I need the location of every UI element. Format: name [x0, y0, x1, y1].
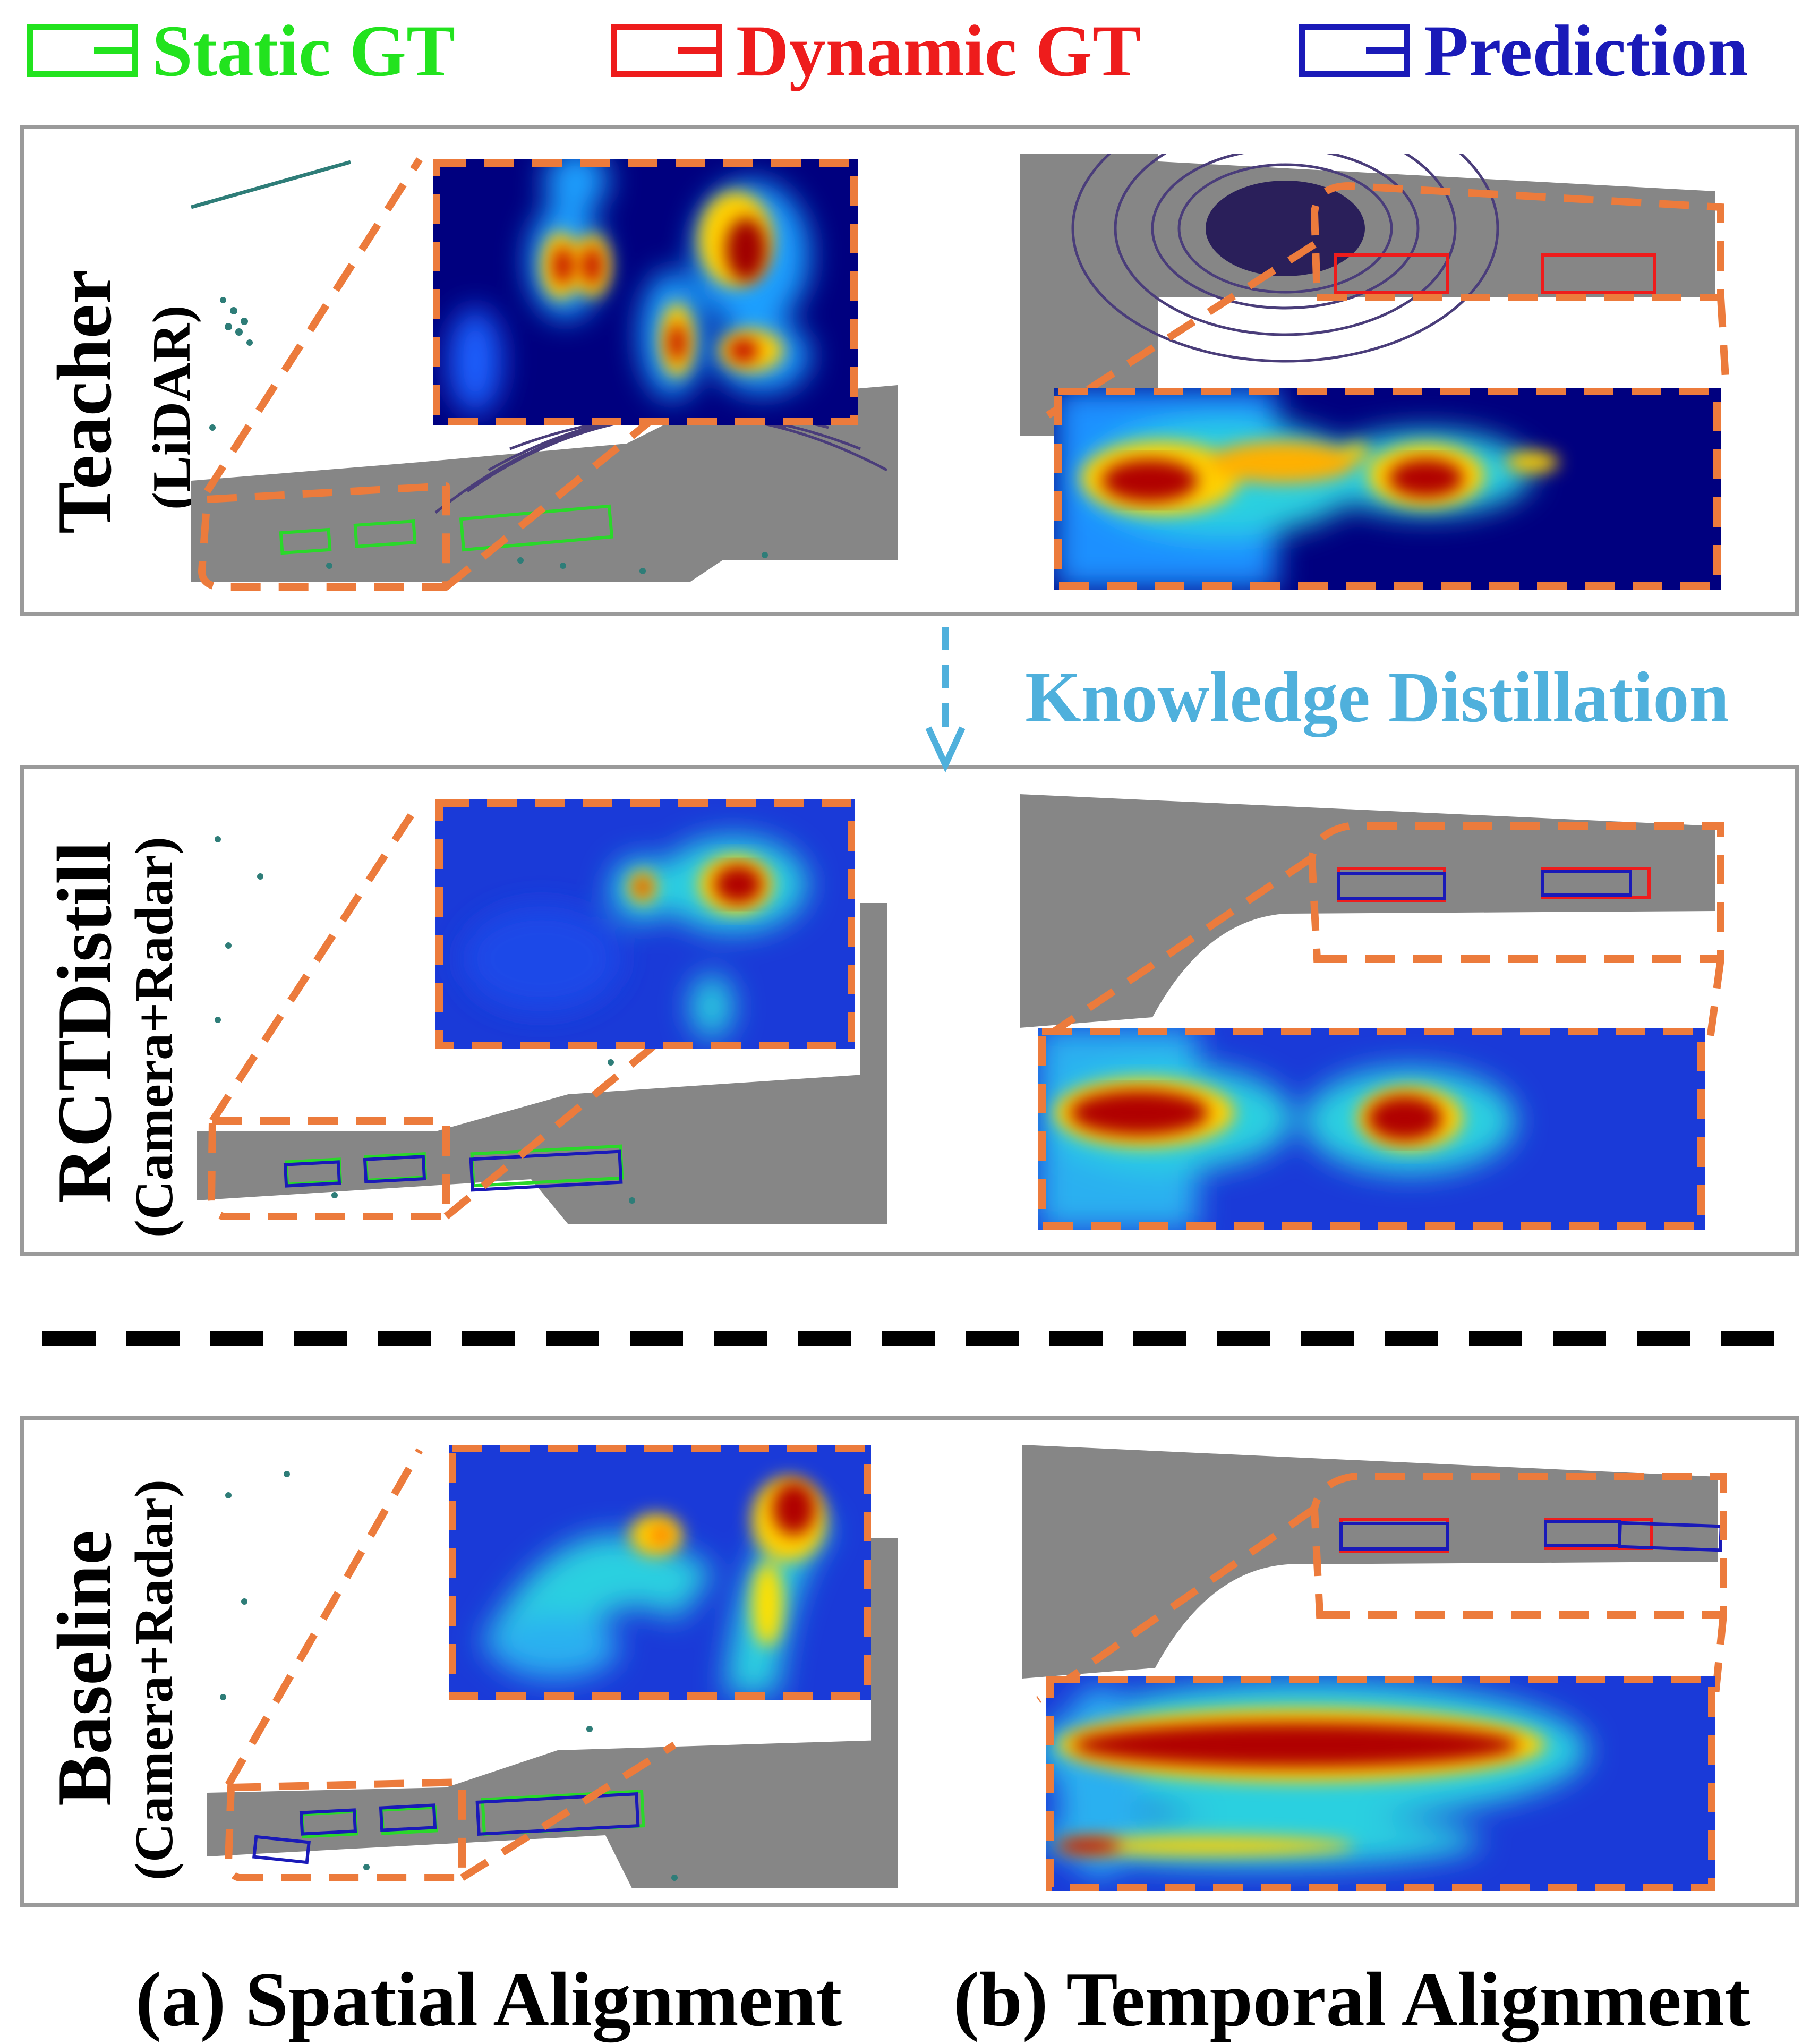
row-subtitle-baseline: (Camera+Radar): [124, 1479, 184, 1880]
row-title-rctdistill: RCTDistill: [41, 841, 127, 1203]
row-title-baseline: Baseline: [41, 1530, 127, 1806]
caption-temporal-alignment: (b) Temporal Alignment: [953, 1956, 1750, 2042]
rctdistill-temporal-heatmap: [1038, 1028, 1705, 1230]
rctdistill-temporal-scene: [1020, 794, 1724, 1047]
teacher-temporal-heatmap: [1054, 388, 1721, 590]
baseline-temporal-heatmap: [1046, 1676, 1715, 1891]
static-gt-swatch: [27, 24, 138, 77]
legend-prediction: Prediction: [1299, 10, 1748, 91]
prediction-swatch: [1299, 24, 1410, 77]
teacher-temporal-scene: [1020, 154, 1730, 436]
teacher-panel-frame: [20, 125, 1799, 616]
legend-label: Dynamic GT: [736, 10, 1141, 91]
legend-label: Static GT: [152, 10, 456, 91]
legend-static-gt: Static GT: [27, 10, 455, 91]
row-title-teacher: Teacher: [41, 269, 127, 534]
row-subtitle-rctdistill: (Camera+Radar): [124, 837, 184, 1238]
section-separator: [42, 1331, 1795, 1346]
teacher-spatial-scene: [191, 157, 898, 591]
caption-spatial-alignment: (a) Spatial Alignment: [135, 1956, 842, 2042]
teacher-spatial-heatmap: [433, 159, 858, 425]
dynamic-gt-swatch: [611, 24, 722, 77]
baseline-temporal-scene: [1022, 1445, 1727, 1703]
legend-dynamic-gt: Dynamic GT: [611, 10, 1141, 91]
rctdistill-spatial-scene: [197, 800, 887, 1224]
distillation-arrow: [925, 627, 966, 773]
baseline-spatial-heatmap: [449, 1445, 871, 1700]
baseline-spatial-scene: [207, 1448, 898, 1888]
rctdistill-panel-frame: [20, 765, 1799, 1256]
legend-label: Prediction: [1424, 10, 1748, 91]
baseline-panel-frame: [20, 1416, 1799, 1907]
knowledge-distillation-label: Knowledge Distillation: [1025, 658, 1730, 737]
rctdistill-spatial-heatmap: [435, 799, 855, 1049]
